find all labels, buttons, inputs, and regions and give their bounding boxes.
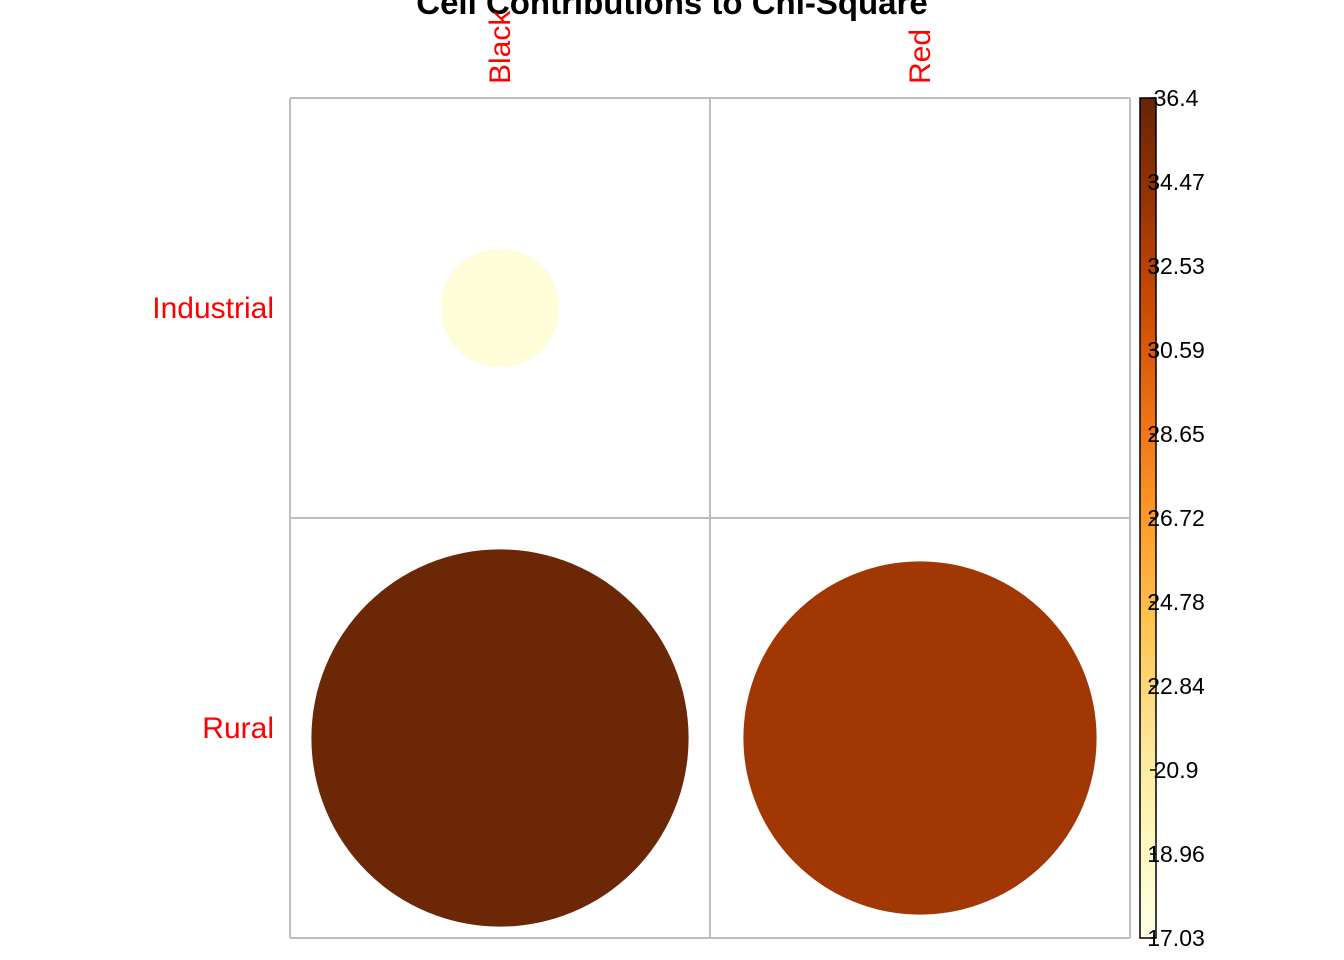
colorbar-tick-label: 20.9	[1154, 757, 1199, 783]
row-label-rural: Rural	[202, 712, 274, 745]
column-label-red: Red	[904, 29, 937, 84]
grid-layer	[289, 97, 1131, 939]
colorbar-tick-label: 28.65	[1147, 421, 1205, 447]
colorbar-tick-label: 36.4	[1154, 85, 1199, 111]
colorbar-tick-label: 22.84	[1147, 673, 1205, 699]
colorbar-tick-label: 32.53	[1147, 253, 1205, 279]
column-label-black: Black	[484, 10, 517, 84]
cell-circle-industrial-black	[440, 248, 560, 368]
cells-layer	[311, 248, 1097, 927]
cell-circle-rural-red	[743, 561, 1097, 915]
cell-circle-rural-black	[311, 549, 689, 927]
colorbar-tick-label: 18.96	[1147, 841, 1205, 867]
row-label-industrial: Industrial	[152, 292, 274, 325]
colorbar-tick-label: 17.03	[1147, 925, 1205, 951]
colorbar-tick-label: 30.59	[1147, 337, 1205, 363]
labels-layer: Black Red Industrial Rural	[152, 10, 937, 745]
chart-title: Cell Contributions to Chi-Square	[416, 0, 927, 21]
colorbar-tick-label: 34.47	[1147, 169, 1205, 195]
colorbar: 17.03 18.96 20.9 22.84 24.78 26.72 28.65 30.59 3…	[1139, 85, 1205, 951]
colorbar-tick-label: 24.78	[1147, 589, 1205, 615]
colorbar-tick-label: 26.72	[1147, 505, 1205, 531]
